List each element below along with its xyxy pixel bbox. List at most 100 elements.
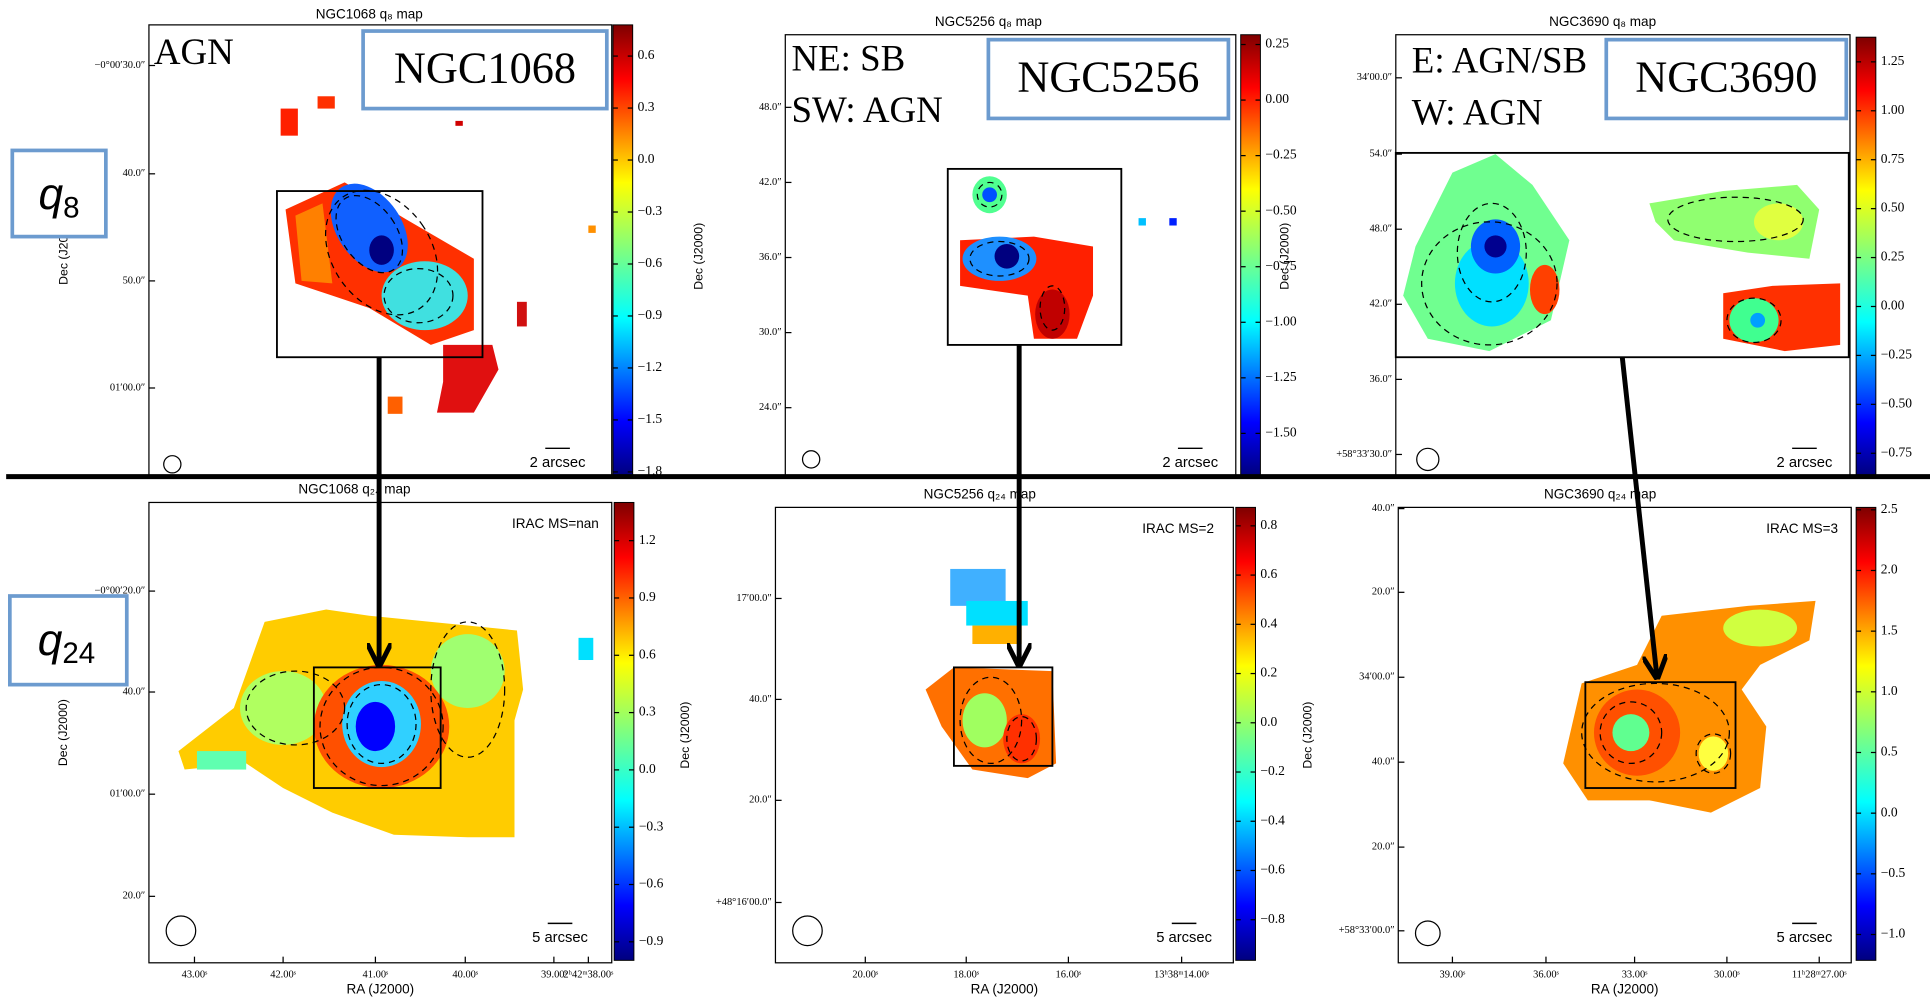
annotation: AGN bbox=[154, 31, 234, 72]
colorbar-tick-label: 0.25 bbox=[1265, 36, 1289, 51]
x-axis-label: RA (J2000) bbox=[347, 981, 415, 996]
galaxy-label-box bbox=[361, 29, 609, 111]
colorbar-tick-label: −1.0 bbox=[1881, 926, 1906, 941]
colorbar-tick-label: −1.2 bbox=[638, 359, 663, 374]
colorbar-tick-label: −1.50 bbox=[1265, 424, 1297, 439]
colorbar-tick-label: −0.5 bbox=[1881, 865, 1906, 880]
colorbar-tick-label: 0.8 bbox=[1260, 517, 1277, 532]
scale-bar-label: 5 arcsec bbox=[1777, 930, 1833, 946]
colorbar-tick-label: −0.6 bbox=[638, 255, 663, 270]
x-axis-label: RA (J2000) bbox=[1591, 981, 1659, 996]
map-image bbox=[1563, 600, 1816, 813]
colorbar-tick-label: −0.2 bbox=[1260, 763, 1285, 778]
map-image bbox=[280, 96, 596, 414]
colorbar-tick-label: 0.3 bbox=[639, 704, 656, 719]
colorbar-tick-label: −0.50 bbox=[1265, 202, 1297, 217]
colorbar bbox=[1855, 506, 1877, 961]
panel-title: NGC3690 q₂₄ map bbox=[1544, 487, 1656, 502]
y-tick-label: 36.0″ bbox=[759, 252, 782, 263]
x-tick-label: 43.00ˢ bbox=[182, 970, 209, 981]
symbol: q bbox=[39, 170, 64, 219]
scale-bar-label: 2 arcsec bbox=[530, 455, 586, 471]
beam bbox=[165, 915, 197, 947]
subscript: 24 bbox=[62, 637, 95, 670]
colorbar-tick-label: −0.9 bbox=[639, 933, 664, 948]
colorbar bbox=[612, 24, 634, 476]
irac-label: IRAC MS=2 bbox=[1142, 521, 1214, 536]
colorbar-tick-label: 0.00 bbox=[1265, 91, 1289, 106]
colorbar-tick-label: −1.25 bbox=[1265, 369, 1297, 384]
y-tick-label: 20.0″ bbox=[1372, 842, 1395, 853]
colorbar-tick-label: 0.0 bbox=[639, 761, 656, 776]
colorbar-tick-label: 0.4 bbox=[1260, 615, 1277, 630]
colorbar-tick-label: 2.5 bbox=[1881, 501, 1898, 516]
y-tick-label: 36.0″ bbox=[1369, 374, 1392, 385]
y-tick-label: 50.0″ bbox=[123, 275, 146, 286]
y-tick-label: −0°00′20.0″ bbox=[95, 585, 146, 596]
y-tick-label: 40.0″ bbox=[123, 168, 146, 179]
y-tick-label: 40.0″ bbox=[1372, 503, 1395, 514]
map-image bbox=[1403, 154, 1841, 352]
colorbar bbox=[613, 501, 635, 961]
annotation: SW: AGN bbox=[791, 89, 942, 130]
panel-title: NGC5256 q₈ map bbox=[935, 14, 1042, 29]
scale-bar-label: 5 arcsec bbox=[1156, 930, 1212, 946]
arrow bbox=[1619, 356, 1656, 675]
y-tick-label: 48.0″ bbox=[759, 102, 782, 113]
colorbar-tick-label: 0.00 bbox=[1881, 298, 1905, 313]
colorbar-tick-label: −0.6 bbox=[639, 876, 664, 891]
y-tick-label: +48°16′00.0″ bbox=[716, 897, 772, 908]
galaxy-label-box bbox=[986, 37, 1231, 121]
map-image bbox=[178, 609, 594, 838]
scale-bar-label: 2 arcsec bbox=[1162, 455, 1218, 471]
y-tick-label: +58°33′30.0″ bbox=[1336, 449, 1392, 460]
panel-title: NGC3690 q₈ map bbox=[1549, 14, 1656, 29]
y-tick-label: 54.0″ bbox=[1369, 149, 1392, 160]
colorbar-tick-label: 1.2 bbox=[639, 532, 656, 547]
colorbar-tick-label: 0.6 bbox=[639, 646, 656, 661]
symbol: q bbox=[38, 615, 63, 664]
annotation: E: AGN/SB bbox=[1412, 40, 1587, 81]
colorbar-tick-label: −0.50 bbox=[1881, 395, 1913, 410]
colorbar-tick-label: 1.00 bbox=[1881, 102, 1905, 117]
scale-bar-label: 2 arcsec bbox=[1777, 455, 1833, 471]
y-axis-label: Dec (J2000) bbox=[1301, 702, 1315, 769]
y-tick-label: 40.0″ bbox=[749, 694, 772, 705]
panel-title: NGC1068 q₈ map bbox=[316, 7, 423, 22]
x-tick-label: 18.00ˢ bbox=[953, 970, 980, 981]
colorbar-tick-label: −0.25 bbox=[1881, 347, 1913, 362]
colorbar-tick-label: −0.3 bbox=[638, 203, 663, 218]
map-image bbox=[925, 568, 1057, 779]
annotations: AGN NGC1068 NE: SB SW: AGN NGC5256 E: AGN/SB W… bbox=[6, 29, 1930, 789]
x-tick-label: 16.00ˢ bbox=[1056, 970, 1083, 981]
y-tick-label: 42.0″ bbox=[759, 177, 782, 188]
x-tick-label: 39.00ˢ bbox=[541, 970, 568, 981]
y-tick-label: 42.0″ bbox=[1369, 299, 1392, 310]
colorbar-tick-label: 0.25 bbox=[1881, 249, 1905, 264]
x-tick-label: 36.00ˢ bbox=[1533, 970, 1560, 981]
plot-frame bbox=[1397, 506, 1852, 964]
region-box bbox=[952, 666, 1054, 767]
colorbar-tick-label: 0.5 bbox=[1881, 744, 1898, 759]
y-tick-label: 30.0″ bbox=[759, 327, 782, 338]
colorbar-tick-label: −0.9 bbox=[638, 307, 663, 322]
colorbar-tick-label: 0.0 bbox=[1881, 804, 1898, 819]
x-tick-label: 13ʰ38ᵐ14.00ˢ bbox=[1154, 970, 1210, 981]
galaxy-label: NGC3690 bbox=[1635, 53, 1817, 102]
x-tick-label: 42.00ˢ bbox=[270, 970, 297, 981]
beam bbox=[1414, 920, 1441, 947]
annotation: NE: SB bbox=[791, 37, 905, 78]
colorbar-tick-label: −1.00 bbox=[1265, 313, 1297, 328]
colorbar-tick-label: −0.25 bbox=[1265, 147, 1297, 162]
region-box bbox=[946, 167, 1123, 346]
scale-bar-label: 5 arcsec bbox=[532, 930, 588, 946]
y-tick-label: 40.0″ bbox=[1372, 757, 1395, 768]
panel-title: NGC5256 q₂₄ map bbox=[924, 487, 1036, 502]
y-tick-label: +58°33′00.0″ bbox=[1339, 925, 1395, 936]
y-tick-label: 24.0″ bbox=[759, 402, 782, 413]
x-tick-label: 11ʰ28ᵐ27.00ˢ bbox=[1792, 970, 1848, 981]
y-tick-label: 20.0″ bbox=[1372, 587, 1395, 598]
colorbar-tick-label: 1.5 bbox=[1881, 622, 1898, 637]
